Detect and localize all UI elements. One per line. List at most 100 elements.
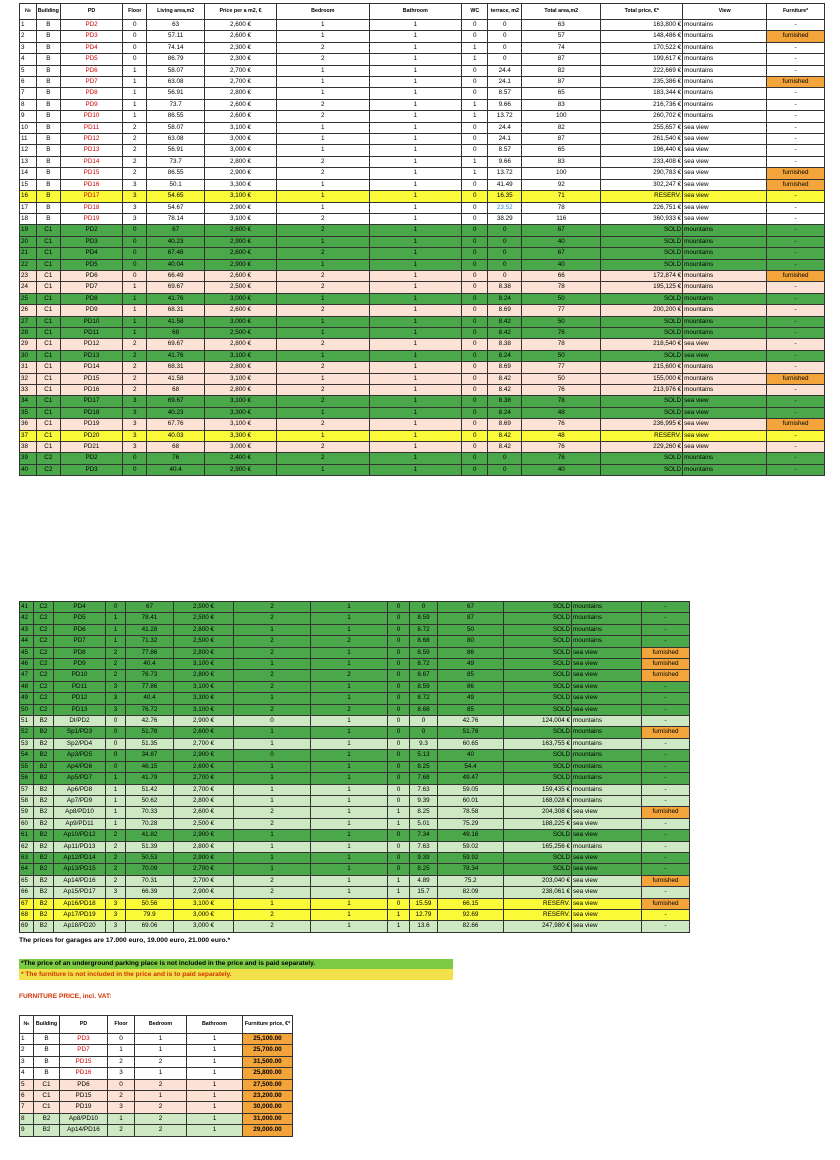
cell-total-area: 57 bbox=[521, 30, 602, 43]
cell-terrace: 9.66 bbox=[487, 155, 523, 169]
cell-total-price: SOLD bbox=[503, 600, 572, 614]
cell-building: C1 bbox=[35, 247, 61, 260]
cell-no: 21 bbox=[19, 247, 37, 260]
cell-living-area: 63.08 bbox=[146, 133, 205, 146]
cell-view: mountains bbox=[682, 315, 768, 328]
cell-view: mountains bbox=[682, 452, 768, 465]
cell-price-per-m2: 2,500 € bbox=[173, 600, 234, 614]
cell-building: B2 bbox=[33, 715, 54, 728]
cell-wc: 0 bbox=[387, 897, 410, 910]
cell-bedroom: 0 bbox=[233, 749, 311, 762]
cell-building: B2 bbox=[33, 897, 54, 910]
cell-terrace: 5.13 bbox=[409, 749, 438, 762]
cell-floor: 1 bbox=[105, 806, 126, 819]
cell-no: 39 bbox=[19, 452, 37, 465]
cell-total-area: 49 bbox=[437, 692, 504, 705]
table-row: 18 B PD19 3 78.14 3,100 €2 1 0 38.29 116 360,933 €… bbox=[19, 212, 825, 226]
cell-view: sea view bbox=[571, 806, 642, 819]
cell-furniture: - bbox=[766, 338, 825, 351]
cell-bedroom: 2 bbox=[233, 817, 311, 831]
cell-building: C2 bbox=[35, 452, 61, 465]
cell-bedroom: 1 bbox=[276, 201, 370, 214]
cell-furniture: - bbox=[766, 133, 825, 146]
cell-total-area: 49.47 bbox=[437, 772, 504, 785]
cell-living-area: 51.78 bbox=[125, 726, 174, 739]
cell-pd: PD13 bbox=[59, 144, 124, 157]
cell-furniture: - bbox=[766, 441, 825, 454]
cell-wc: 0 bbox=[387, 646, 410, 660]
cell-wc: 0 bbox=[387, 772, 410, 785]
cell-pd: PD4 bbox=[53, 600, 106, 614]
cell-bedroom: 1 bbox=[233, 737, 311, 751]
cell-wc: 0 bbox=[461, 212, 489, 226]
cell-bathroom: 1 bbox=[368, 269, 463, 283]
cell-floor: 1 bbox=[122, 315, 148, 328]
cell-view: mountains bbox=[682, 53, 768, 66]
cell-wc: 1 bbox=[461, 53, 489, 66]
cell-bedroom: 2 bbox=[276, 441, 370, 454]
cell-price-per-m2: 2,900 € bbox=[203, 235, 278, 249]
cell-price-per-m2: 2,500 € bbox=[173, 612, 234, 625]
cell-total-price: RESERV. bbox=[503, 897, 572, 910]
cell-pd: PD6 bbox=[53, 623, 106, 637]
cell-terrace: 9.66 bbox=[487, 98, 523, 112]
cell-pd: PD2 bbox=[59, 224, 124, 237]
cell-total-area: 85 bbox=[437, 669, 504, 682]
cell-floor: 0 bbox=[122, 452, 148, 465]
cell-view: sea view bbox=[682, 133, 768, 146]
cell-wc: 0 bbox=[461, 64, 489, 78]
cell-bathroom: 1 bbox=[368, 76, 463, 89]
cell-total-price: SOLD bbox=[600, 224, 684, 237]
cell-bedroom: 1 bbox=[233, 851, 311, 865]
cell-total-price: 216,736 € bbox=[600, 98, 684, 112]
cell-terrace: 8.59 bbox=[409, 612, 438, 625]
cell-view: sea view bbox=[571, 920, 642, 933]
furn-header-0: № bbox=[19, 1015, 34, 1034]
cell-bathroom: 1 bbox=[368, 235, 463, 249]
cell-building: B bbox=[35, 121, 61, 135]
cell-total-price: 222,669 € bbox=[600, 64, 684, 78]
cell-living-area: 67 bbox=[146, 224, 205, 237]
cell-bathroom: 1 bbox=[368, 281, 463, 294]
cell-pd: Sp2/PD4 bbox=[53, 737, 106, 751]
cell-living-area: 51.39 bbox=[125, 840, 174, 853]
cell-bedroom: 2 bbox=[233, 635, 311, 648]
cell-living-area: 68 bbox=[146, 441, 205, 454]
cell-total-price: SOLD bbox=[503, 703, 572, 717]
cell-bedroom: 1 bbox=[276, 87, 370, 100]
cell-building: C1 bbox=[35, 406, 61, 420]
cell-wc: 0 bbox=[461, 201, 489, 214]
cell-floor: 1 bbox=[122, 64, 148, 78]
table-row: 7 B PD8 1 56.91 2,800 €1 1 0 8.57 65 183,344 € moun… bbox=[19, 87, 825, 100]
cell-view: mountains bbox=[682, 372, 768, 386]
cell-floor: 2 bbox=[122, 121, 148, 135]
cell-bedroom: 1 bbox=[276, 64, 370, 78]
cell-no: 20 bbox=[19, 235, 37, 249]
cell-no: 53 bbox=[19, 737, 34, 751]
furniture-cell-0: 7 bbox=[19, 1101, 34, 1114]
cell-no: 6 bbox=[19, 76, 37, 89]
cell-bathroom: 1 bbox=[368, 167, 463, 180]
cell-total-price: 188,225 € bbox=[503, 817, 572, 831]
cell-bedroom: 1 bbox=[276, 349, 370, 363]
table-row: 5 B PD6 1 58.07 2,700 €1 1 0 24.4 82 222,669 € moun… bbox=[19, 64, 825, 78]
furniture-cell-0: 4 bbox=[19, 1067, 34, 1080]
cell-view: mountains bbox=[682, 304, 768, 317]
table-row: 38 C1 PD21 3 68 3,000 €2 1 0 8.42 76 229,260 € sea … bbox=[19, 441, 825, 454]
cell-pd: Ap6/PD8 bbox=[53, 783, 106, 796]
cell-bedroom: 1 bbox=[233, 692, 311, 705]
cell-pd: PD13 bbox=[53, 703, 106, 717]
cell-total-area: 76 bbox=[521, 418, 602, 431]
cell-building: B bbox=[35, 144, 61, 157]
cell-no: 12 bbox=[19, 144, 37, 157]
cell-total-price: SOLD bbox=[600, 463, 684, 477]
cell-wc: 0 bbox=[387, 600, 410, 614]
cell-price-per-m2: 2,500 € bbox=[203, 281, 278, 294]
cell-price-per-m2: 2,500 € bbox=[203, 326, 278, 340]
cell-floor: 0 bbox=[122, 235, 148, 249]
cell-price-per-m2: 2,700 € bbox=[173, 863, 234, 876]
cell-total-price: 360,933 € bbox=[600, 212, 684, 226]
cell-bathroom: 1 bbox=[368, 224, 463, 237]
cell-total-price: 183,344 € bbox=[600, 87, 684, 100]
table-row: 23 C1 PD6 0 66.49 2,600 €2 1 0 0 66 172,874 € mount… bbox=[19, 269, 825, 283]
